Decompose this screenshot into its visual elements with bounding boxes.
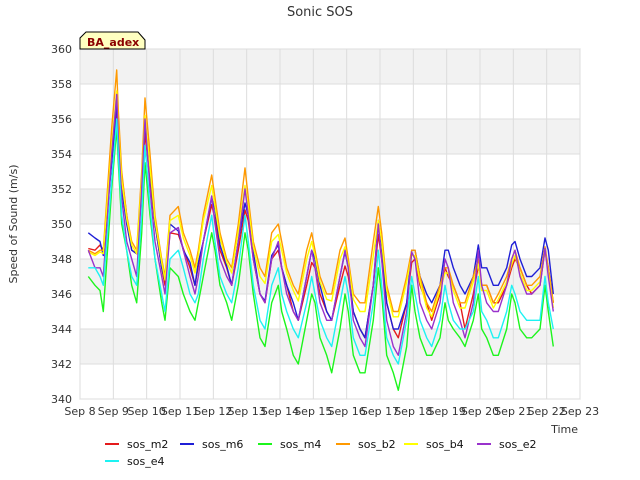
series-line-sos_e4 — [88, 118, 554, 365]
y-axis-title: Speed of Sound (m/s) — [7, 165, 20, 284]
x-tick-label: Sep 17 — [361, 405, 399, 418]
plot-band — [80, 189, 580, 224]
x-tick-label: Sep 9 — [98, 405, 129, 418]
x-tick-label: Sep 21 — [494, 405, 532, 418]
plot-band — [80, 119, 580, 154]
x-tick-label: Sep 15 — [294, 405, 332, 418]
x-axis-title: Time — [550, 423, 578, 436]
y-tick-label: 342 — [51, 358, 72, 371]
legend-label-sos_e2: sos_e2 — [499, 438, 536, 451]
x-tick-label: Sep 16 — [328, 405, 366, 418]
y-tick-label: 354 — [51, 148, 72, 161]
legend-label-sos_m4: sos_m4 — [280, 438, 321, 451]
x-tick-label: Sep 19 — [428, 405, 466, 418]
y-tick-label: 356 — [51, 113, 72, 126]
series-line-sos_e2 — [87, 93, 554, 356]
station-badge: BA_adex — [79, 31, 146, 50]
plot-band — [80, 84, 580, 119]
x-tick-label: Sep 23 — [561, 405, 599, 418]
y-tick-label: 350 — [51, 218, 72, 231]
chart-title: Sonic SOS — [287, 5, 353, 20]
x-tick-label: Sep 13 — [228, 405, 266, 418]
legend: sos_m2 sos_m6 sos_m4 sos_b2 sos_b4 sos_e2 sos_… — [105, 438, 536, 468]
legend-label-sos_e4: sos_e4 — [127, 455, 164, 468]
y-axis-ticks: 340 342 344 346 348 350 352 354 356 358 360 — [51, 43, 72, 406]
legend-label-sos_m6: sos_m6 — [202, 438, 243, 451]
plot-band — [80, 49, 580, 84]
x-tick-label: Sep 14 — [261, 405, 299, 418]
y-tick-label: 360 — [51, 43, 72, 56]
y-tick-label: 340 — [51, 393, 72, 406]
plot-band — [80, 294, 580, 329]
plot-band — [80, 329, 580, 364]
x-tick-label: Sep 22 — [528, 405, 566, 418]
y-tick-label: 344 — [51, 323, 72, 336]
y-tick-label: 346 — [51, 288, 72, 301]
y-tick-label: 352 — [51, 183, 72, 196]
x-tick-label: Sep 18 — [394, 405, 432, 418]
series-lines — [87, 69, 554, 391]
legend-label-sos_m2: sos_m2 — [127, 438, 168, 451]
x-tick-label: Sep 20 — [461, 405, 499, 418]
plot-band — [80, 224, 580, 259]
x-tick-label: Sep 11 — [161, 405, 199, 418]
x-tick-label: Sep 8 — [64, 405, 95, 418]
plot-band — [80, 154, 580, 189]
y-tick-label: 348 — [51, 253, 72, 266]
badge-label: BA_adex — [87, 36, 139, 49]
x-tick-label: Sep 10 — [128, 405, 166, 418]
plot-bands — [80, 49, 580, 399]
legend-label-sos_b2: sos_b2 — [358, 438, 396, 451]
legend-label-sos_b4: sos_b4 — [426, 438, 464, 451]
x-tick-label: Sep 12 — [194, 405, 232, 418]
y-tick-label: 358 — [51, 78, 72, 91]
plot-band — [80, 364, 580, 399]
badge-shape — [79, 31, 146, 50]
